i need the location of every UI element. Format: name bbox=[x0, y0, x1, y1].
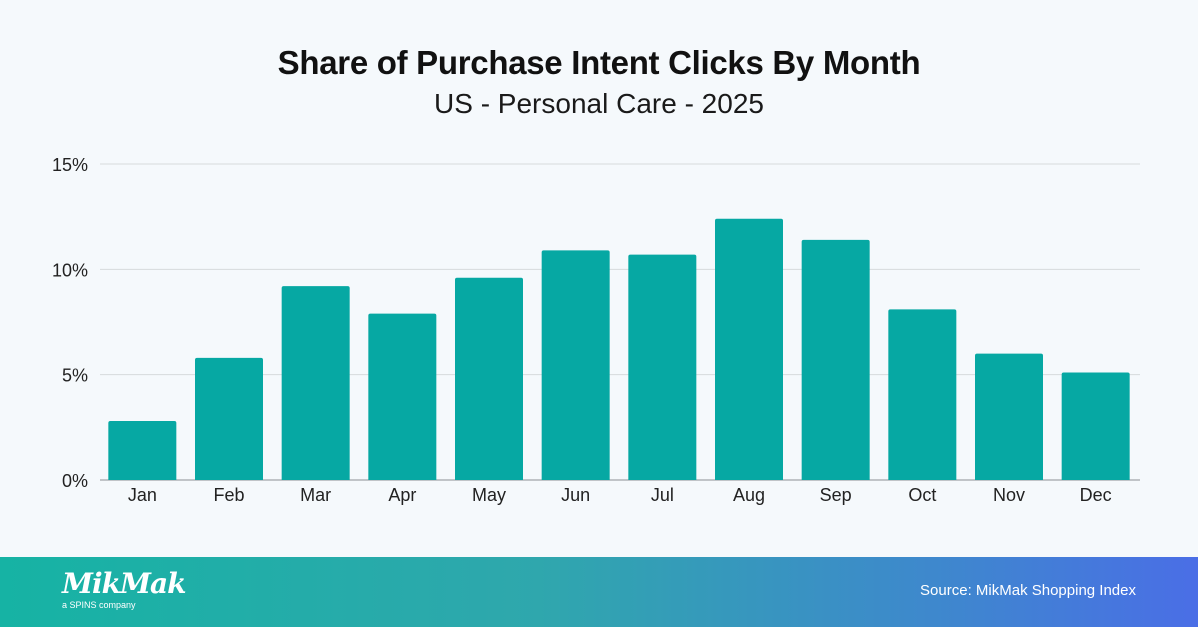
logo-wordmark: MikMak bbox=[62, 567, 187, 600]
bar-nov bbox=[975, 353, 1043, 480]
chart-title: Share of Purchase Intent Clicks By Month bbox=[277, 44, 921, 81]
bar-jan bbox=[108, 421, 177, 480]
bar-jun bbox=[541, 250, 610, 480]
x-tick-label: Dec bbox=[1080, 485, 1112, 505]
bar-sep bbox=[801, 239, 870, 480]
bar-apr bbox=[368, 313, 437, 480]
x-tick-label: Oct bbox=[908, 485, 936, 505]
y-tick-label: 0% bbox=[62, 471, 88, 491]
source-note: Source: MikMak Shopping Index bbox=[920, 582, 1136, 599]
y-tick-label: 5% bbox=[62, 366, 88, 386]
bar-dec bbox=[1061, 372, 1130, 480]
x-tick-label: Feb bbox=[213, 485, 244, 505]
bar-may bbox=[455, 277, 523, 480]
bar-oct bbox=[888, 309, 957, 480]
chart-subtitle: US - Personal Care - 2025 bbox=[434, 88, 764, 119]
x-tick-label: Mar bbox=[300, 485, 331, 505]
x-tick-label: May bbox=[472, 485, 506, 505]
bar-aug bbox=[715, 218, 783, 481]
bar-feb bbox=[195, 357, 263, 480]
x-tick-label: Jan bbox=[128, 485, 157, 505]
x-tick-label: Jun bbox=[561, 485, 590, 505]
bar-chart: 0% 5% 10% 15% Jan Feb Mar Apr May Jun Jul Aug Sep Oct… bbox=[52, 155, 1140, 505]
logo-tagline: a SPINS company bbox=[62, 600, 136, 610]
x-tick-label: Aug bbox=[733, 485, 765, 505]
footer-banner: MikMak a SPINS company Source: MikMak Sh… bbox=[0, 557, 1198, 627]
x-tick-label: Sep bbox=[820, 485, 852, 505]
x-tick-label: Jul bbox=[651, 485, 674, 505]
bar-jul bbox=[628, 254, 697, 480]
y-tick-label: 10% bbox=[52, 260, 88, 280]
y-tick-label: 15% bbox=[52, 155, 88, 175]
x-tick-label: Nov bbox=[993, 485, 1025, 505]
bar-mar bbox=[281, 286, 350, 480]
mikmak-logo: MikMak a SPINS company bbox=[62, 567, 187, 611]
x-tick-label: Apr bbox=[388, 485, 416, 505]
